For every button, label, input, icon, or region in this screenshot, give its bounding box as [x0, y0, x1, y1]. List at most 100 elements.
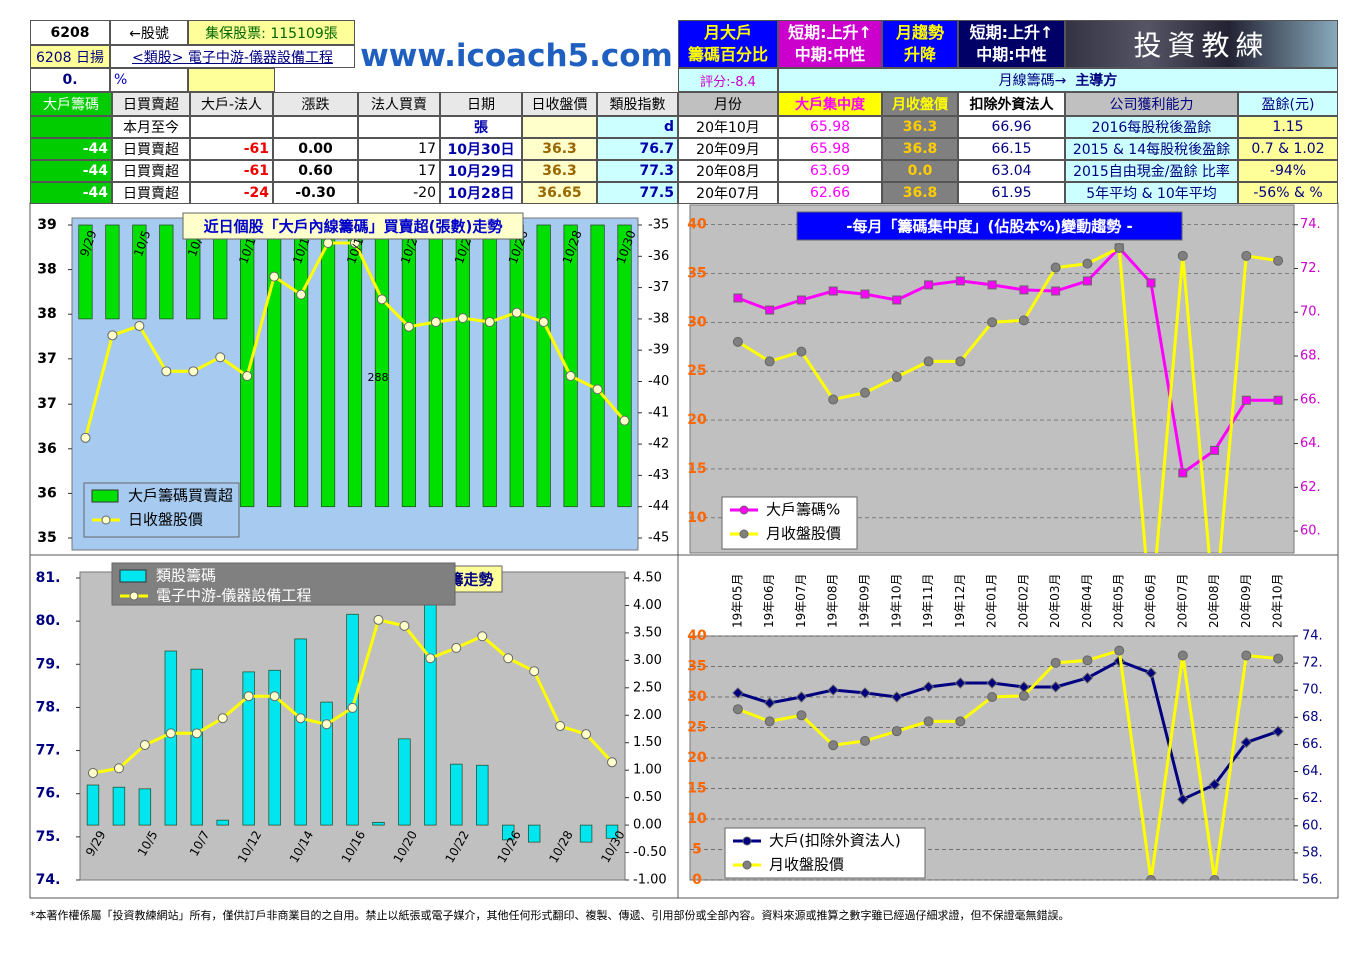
marker: [376, 294, 387, 305]
y2-tick-label: 74.: [1300, 217, 1321, 232]
bar: [190, 668, 203, 826]
x-tick-label: 20年09月: [1239, 573, 1253, 628]
bar: [159, 224, 174, 320]
title-box: [796, 211, 1183, 241]
marker: [269, 271, 280, 282]
table-cell: [522, 116, 597, 138]
marker: [107, 330, 118, 341]
site: www.icoach5.com: [360, 38, 673, 74]
y2-tick-label: 70.: [1302, 683, 1323, 698]
table-cell: -61: [190, 160, 273, 182]
code-label: ←股號: [110, 20, 188, 45]
bar: [398, 738, 411, 826]
marker: [215, 352, 226, 363]
bar: [617, 224, 632, 508]
blank-cell: [188, 68, 275, 92]
marker: [765, 305, 775, 315]
table-cell: -20: [358, 182, 440, 204]
bar: [240, 224, 255, 508]
legend-swatch: [739, 529, 749, 539]
legend-swatch: [101, 515, 111, 525]
marker: [538, 317, 549, 328]
marker: [477, 631, 488, 642]
table-cell: -61: [190, 138, 273, 160]
table-cell: 本月至今: [112, 116, 190, 138]
y-tick-label: 40: [687, 217, 707, 233]
marker: [457, 313, 468, 324]
table-cell: 65.98: [778, 138, 882, 160]
y2-tick-label: 72.: [1300, 261, 1321, 276]
y2-tick-label: -0.50: [633, 845, 667, 860]
marker: [581, 729, 592, 740]
text: 短期:上升↑: [969, 23, 1054, 42]
marker: [764, 356, 775, 367]
table-cell: 盈餘(元): [1238, 92, 1338, 116]
table-cell: [358, 116, 440, 138]
marker: [1241, 395, 1251, 405]
bar: [374, 224, 390, 508]
marker: [425, 653, 436, 664]
y-tick-label: 20: [687, 412, 707, 428]
bar: [267, 224, 282, 508]
y-tick-label: 39: [37, 217, 56, 233]
marker: [1145, 667, 1157, 679]
table-cell: 63.69: [778, 160, 882, 182]
y2-tick-label: 74.: [1302, 629, 1323, 644]
stock-name: 6208 日揚: [30, 45, 110, 68]
marker: [987, 280, 997, 290]
marker: [732, 687, 744, 699]
x-tick-label: 19年06月: [762, 573, 776, 628]
marker: [1018, 315, 1029, 326]
legend-swatch: [742, 836, 752, 846]
table-cell: -0.30: [273, 182, 358, 204]
y-tick-label: 25: [687, 720, 706, 736]
y2-tick-label: 66.: [1302, 737, 1323, 752]
marker: [827, 684, 839, 696]
y2-tick-label: -39: [648, 343, 669, 358]
title-box: [182, 212, 524, 240]
y2-tick-label: 64.: [1302, 764, 1323, 779]
x-tick-label: 19年07月: [794, 573, 808, 628]
bar: [527, 824, 541, 843]
y2-tick-label: 62.: [1300, 480, 1321, 495]
text: 主導方: [1075, 73, 1118, 89]
marker: [165, 728, 176, 739]
y2-tick-label: -43: [648, 468, 669, 483]
line: [737, 245, 1279, 553]
marker: [619, 415, 630, 426]
y-tick-label: 80.: [36, 613, 61, 629]
marker: [295, 713, 306, 724]
annotation: 288: [368, 371, 389, 384]
table-cell: 0.0: [882, 160, 958, 182]
text: 月線籌碼→: [998, 73, 1067, 89]
marker: [430, 317, 441, 328]
marker: [403, 321, 414, 332]
marker: [1177, 250, 1188, 261]
marker: [511, 307, 522, 318]
marker: [1049, 681, 1062, 693]
brand: 投資教練: [1065, 20, 1338, 68]
bar: [112, 786, 126, 826]
marker: [1208, 778, 1221, 791]
marker: [87, 768, 98, 779]
bar: [424, 599, 437, 826]
legend-label: 類股籌碼: [156, 567, 216, 585]
y-tick-label: 38: [37, 262, 56, 278]
bar: [372, 821, 385, 826]
table-cell: 0.60: [273, 160, 358, 182]
marker: [859, 687, 871, 699]
legend-label: 大戶(扣除外資法人): [769, 832, 901, 850]
marker: [1177, 793, 1189, 806]
chart-title: 籌走勢: [448, 571, 493, 589]
table-cell: 36.65: [522, 182, 597, 204]
y-tick-label: 77.: [36, 743, 61, 759]
marker: [555, 720, 566, 731]
marker: [828, 740, 839, 751]
bar: [502, 824, 515, 841]
legend-swatch: [129, 591, 139, 601]
y2-tick-label: 4.50: [633, 571, 662, 586]
bar: [428, 224, 443, 508]
big-holder-label: 月大戶 籌碼百分比: [678, 20, 778, 68]
table-cell: -24: [190, 182, 273, 204]
